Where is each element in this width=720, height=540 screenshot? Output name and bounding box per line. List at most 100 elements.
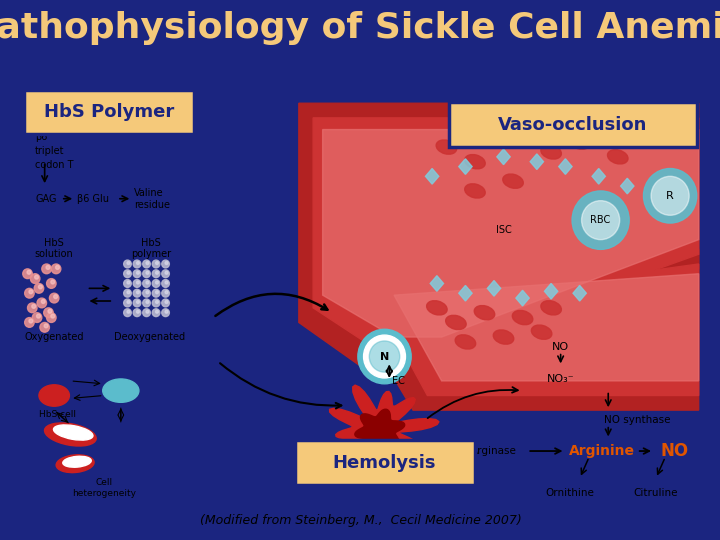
Circle shape (133, 280, 141, 287)
Polygon shape (355, 409, 405, 450)
Text: NO₃⁻: NO₃⁻ (546, 374, 575, 384)
Circle shape (133, 270, 141, 278)
Text: HbS cell: HbS cell (40, 410, 76, 420)
Circle shape (146, 281, 149, 284)
Text: Deoxygenated: Deoxygenated (114, 332, 185, 342)
Text: NO: NO (661, 442, 689, 460)
Ellipse shape (608, 150, 628, 164)
Circle shape (24, 288, 34, 298)
Text: Citruline: Citruline (634, 488, 678, 498)
Circle shape (24, 318, 34, 327)
Circle shape (146, 291, 149, 294)
Circle shape (127, 310, 130, 313)
Circle shape (156, 291, 158, 294)
Circle shape (146, 261, 149, 265)
Circle shape (44, 324, 48, 328)
Text: Oxygenated: Oxygenated (24, 332, 84, 342)
Circle shape (137, 291, 140, 294)
Text: Hemolysis: Hemolysis (333, 454, 436, 472)
Text: RBC: RBC (590, 215, 611, 225)
Polygon shape (592, 168, 606, 184)
Circle shape (51, 314, 55, 318)
Circle shape (146, 301, 149, 303)
Circle shape (47, 279, 56, 288)
Circle shape (162, 289, 169, 297)
Circle shape (124, 309, 131, 316)
Circle shape (37, 298, 47, 308)
Circle shape (32, 305, 35, 308)
Circle shape (156, 310, 158, 313)
Circle shape (165, 301, 168, 303)
FancyBboxPatch shape (449, 102, 697, 147)
Circle shape (55, 266, 60, 269)
Text: HbS Polymer: HbS Polymer (44, 103, 174, 121)
Circle shape (54, 295, 58, 299)
Circle shape (133, 260, 141, 268)
Text: β6
triplet
codon T: β6 triplet codon T (35, 132, 73, 171)
Ellipse shape (53, 425, 93, 440)
Circle shape (152, 280, 160, 287)
Ellipse shape (436, 140, 456, 154)
Polygon shape (323, 130, 698, 337)
Circle shape (124, 299, 131, 307)
Circle shape (137, 301, 140, 303)
Circle shape (146, 310, 149, 313)
Circle shape (644, 168, 697, 223)
Circle shape (29, 290, 32, 294)
Circle shape (143, 280, 150, 287)
Ellipse shape (464, 154, 485, 169)
Ellipse shape (513, 310, 533, 325)
Polygon shape (459, 286, 472, 301)
Polygon shape (299, 103, 698, 366)
Circle shape (34, 284, 44, 293)
Circle shape (162, 270, 169, 278)
Circle shape (156, 271, 158, 274)
Circle shape (48, 309, 52, 313)
Circle shape (37, 314, 40, 318)
Circle shape (152, 289, 160, 297)
Ellipse shape (541, 301, 562, 315)
Circle shape (124, 280, 131, 287)
Ellipse shape (103, 379, 139, 402)
Ellipse shape (446, 315, 466, 329)
Circle shape (582, 201, 620, 240)
Text: Valine
residue: Valine residue (134, 188, 170, 210)
FancyBboxPatch shape (24, 90, 194, 134)
Text: Ornithine: Ornithine (546, 488, 595, 498)
Ellipse shape (464, 184, 485, 198)
Circle shape (51, 280, 55, 284)
Circle shape (358, 329, 411, 384)
Polygon shape (431, 276, 444, 291)
Text: EC: EC (392, 376, 405, 386)
Circle shape (152, 270, 160, 278)
Circle shape (30, 274, 40, 284)
Text: R: R (666, 191, 674, 201)
Text: N: N (380, 352, 389, 362)
Circle shape (50, 293, 59, 303)
Circle shape (137, 310, 140, 313)
Polygon shape (330, 385, 439, 478)
Circle shape (165, 281, 168, 284)
Circle shape (124, 289, 131, 297)
Circle shape (165, 271, 168, 274)
Circle shape (40, 322, 50, 332)
Circle shape (124, 260, 131, 268)
Polygon shape (621, 178, 634, 194)
Polygon shape (559, 159, 572, 174)
Text: Arginine: Arginine (569, 444, 634, 458)
Ellipse shape (626, 130, 647, 145)
Circle shape (146, 271, 149, 274)
Text: HbS
polymer: HbS polymer (131, 238, 171, 259)
Ellipse shape (39, 385, 69, 406)
Text: NO: NO (552, 342, 570, 352)
Circle shape (38, 285, 42, 289)
Polygon shape (394, 274, 698, 381)
Circle shape (165, 291, 168, 294)
Circle shape (143, 299, 150, 307)
Circle shape (156, 261, 158, 265)
Text: β6 Glu: β6 Glu (77, 194, 109, 204)
Ellipse shape (455, 335, 476, 349)
Circle shape (162, 260, 169, 268)
Circle shape (44, 308, 53, 318)
Circle shape (152, 260, 160, 268)
